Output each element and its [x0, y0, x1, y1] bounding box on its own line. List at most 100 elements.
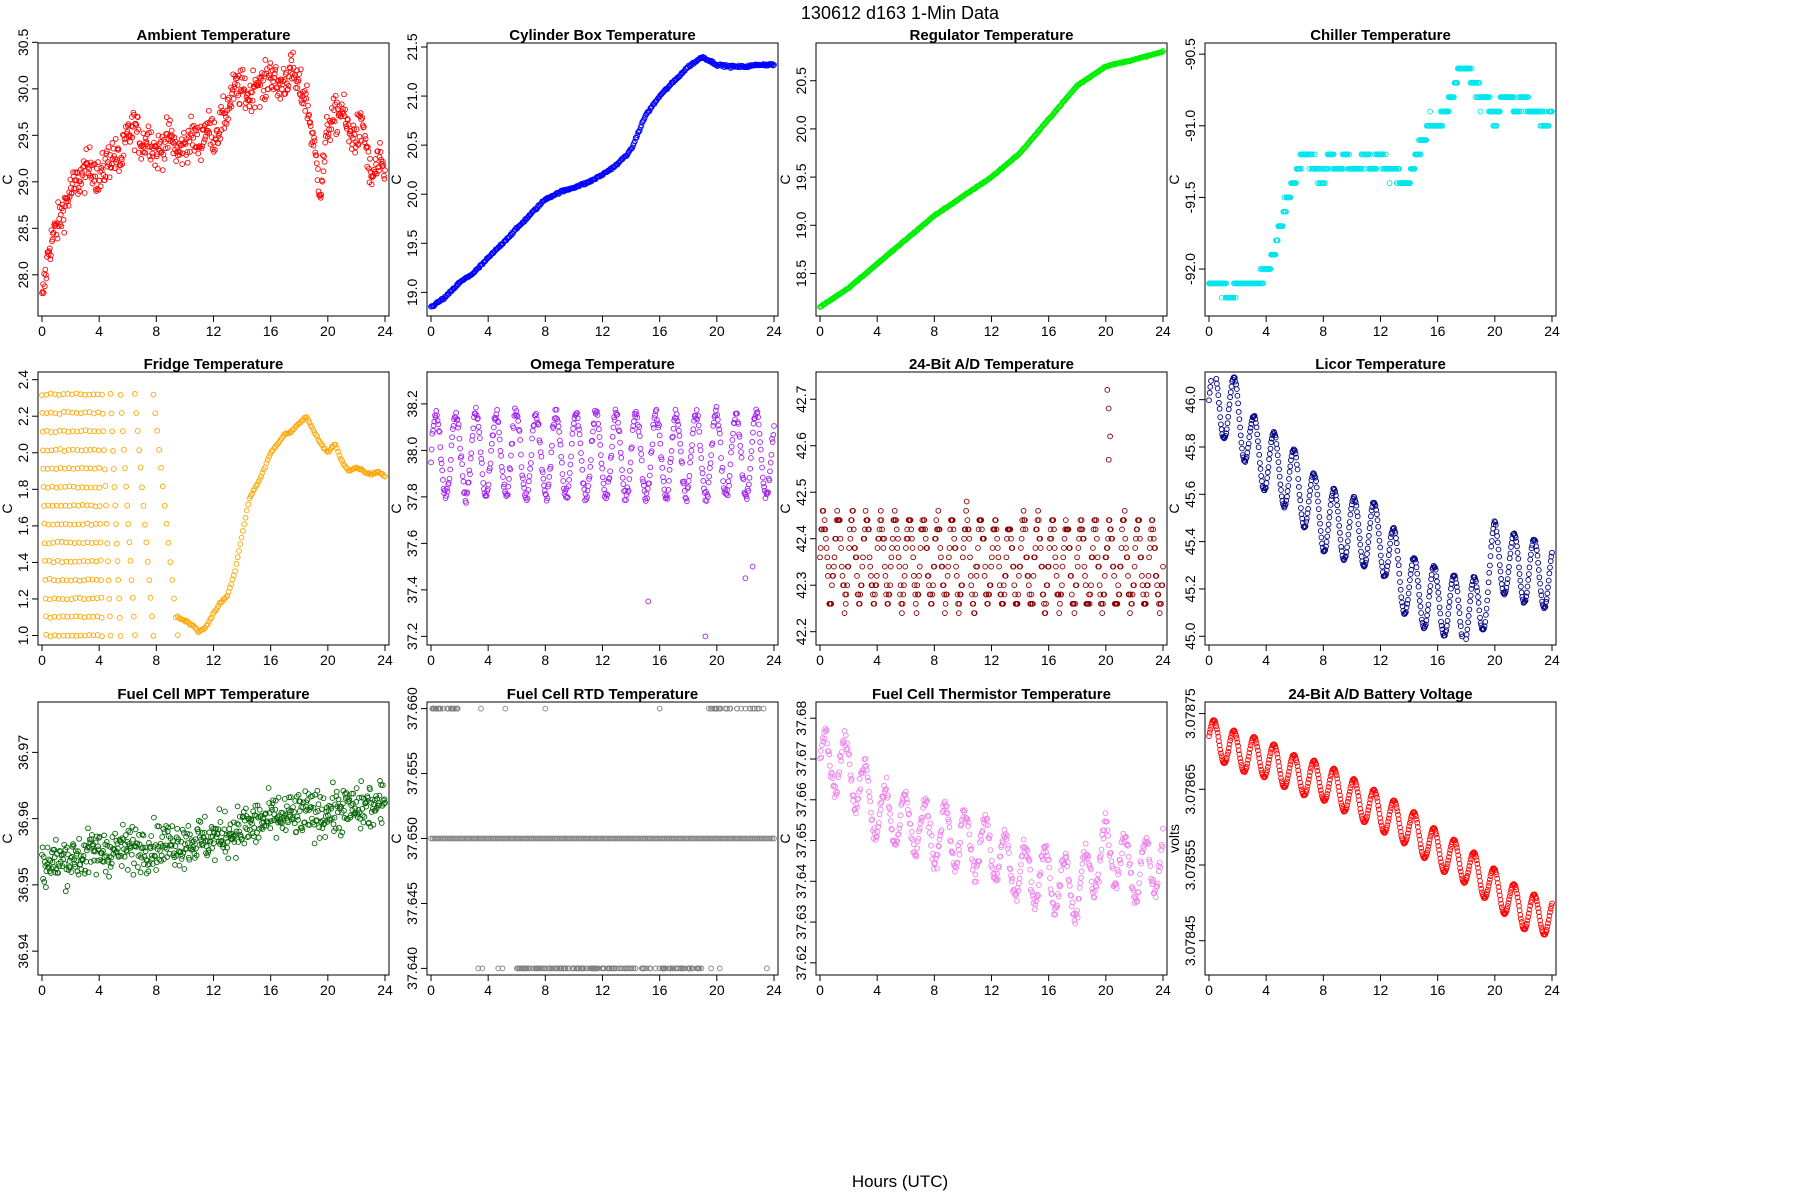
figure-title: 130612 d163 1-Min Data: [801, 3, 1000, 23]
x-tick-label: 24: [377, 652, 393, 668]
data-point: [1375, 523, 1382, 530]
data-point: [1414, 577, 1421, 584]
data-point: [537, 449, 544, 456]
data-point: [272, 64, 279, 70]
data-point: [1254, 431, 1261, 438]
data-point: [1374, 517, 1381, 523]
data-point: [108, 164, 115, 171]
plot-frame: [37, 371, 390, 646]
data-point: [916, 573, 922, 579]
data-point: [646, 108, 653, 114]
data-point: [48, 252, 54, 259]
data-point: [637, 445, 644, 452]
data-point: [657, 440, 664, 447]
data-point: [1353, 502, 1360, 509]
data-point: [1488, 543, 1495, 550]
data-point: [707, 465, 713, 471]
data-point: [271, 74, 278, 81]
x-tick-label: 8: [152, 323, 160, 339]
data-point: [697, 447, 704, 453]
data-point: [629, 444, 635, 451]
data-point: [1295, 476, 1302, 482]
data-point: [177, 149, 183, 156]
data-point: [988, 554, 995, 561]
data-point: [578, 450, 584, 456]
data-point: [995, 554, 1002, 561]
data-point: [1318, 534, 1325, 541]
data-point: [759, 474, 766, 481]
data-point: [1255, 438, 1261, 445]
data-point: [318, 191, 325, 198]
data-point: [1284, 488, 1291, 494]
data-point: [901, 573, 908, 579]
data-point: [105, 577, 112, 584]
data-point: [350, 135, 356, 141]
data-point: [888, 554, 895, 561]
data-point: [316, 835, 323, 841]
data-point: [140, 130, 147, 137]
data-point: [121, 136, 128, 143]
data-point: [129, 134, 136, 141]
data-point: [360, 819, 367, 826]
data-point: [194, 131, 201, 138]
data-point: [159, 167, 166, 173]
data-point: [121, 446, 127, 453]
data-point: [881, 563, 888, 570]
data-point: [41, 283, 48, 290]
data-point: [358, 778, 365, 784]
data-point: [609, 443, 615, 450]
data-point: [1485, 94, 1492, 100]
data-point: [529, 427, 536, 434]
data-point: [488, 447, 494, 454]
data-point: [1094, 554, 1101, 561]
data-point: [167, 559, 174, 565]
plot-title: Regulator Temperature: [910, 27, 1074, 44]
data-point: [287, 65, 294, 72]
data-point: [1215, 392, 1222, 398]
data-point: [1061, 535, 1068, 542]
data-point: [241, 75, 248, 82]
y-tick-label: 20.0: [404, 180, 420, 207]
data-point: [867, 563, 874, 570]
data-point: [107, 390, 114, 397]
data-point: [1446, 604, 1452, 610]
data-point: [311, 840, 318, 847]
data-point: [1526, 564, 1533, 571]
data-point: [900, 591, 907, 598]
data-point: [831, 563, 837, 570]
data-point: [1143, 591, 1150, 598]
data-point: [39, 288, 46, 295]
data-point: [155, 132, 162, 139]
data-point: [1455, 597, 1462, 604]
data-point: [92, 173, 99, 180]
data-point: [946, 545, 953, 551]
data-point: [134, 428, 141, 434]
data-point: [249, 97, 256, 104]
y-axis-label: C: [388, 174, 404, 184]
series-points: [39, 778, 388, 895]
data-point: [1101, 573, 1108, 579]
data-point: [275, 794, 282, 801]
data-point: [221, 826, 228, 833]
data-point: [607, 468, 613, 475]
data-point: [768, 451, 775, 458]
y-tick-label: 42.2: [793, 618, 809, 645]
data-point: [1505, 569, 1512, 575]
data-point: [1145, 573, 1152, 579]
data-point: [1514, 550, 1521, 556]
data-point: [1494, 533, 1500, 539]
data-point: [200, 139, 207, 146]
data-point: [1424, 607, 1431, 613]
y-tick-label: 36.94: [15, 933, 31, 968]
data-point: [73, 177, 80, 184]
data-point: [131, 147, 138, 154]
data-point: [110, 448, 116, 454]
x-tick-label: 24: [766, 982, 782, 998]
x-tick-label: 12: [206, 323, 222, 339]
series-points: [817, 48, 1166, 310]
data-point: [578, 458, 585, 464]
x-tick-label: 8: [541, 323, 549, 339]
data-point: [1314, 491, 1321, 498]
